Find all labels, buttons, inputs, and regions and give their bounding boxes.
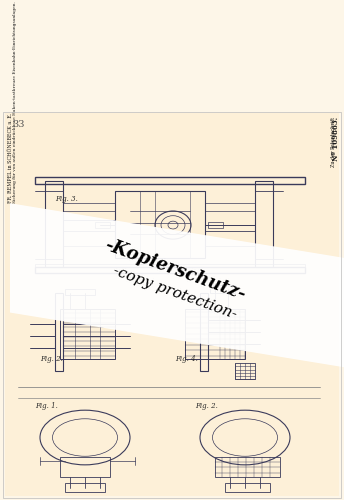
Text: Zu der Patentschrift: Zu der Patentschrift [331, 118, 336, 168]
Text: -copy protection-: -copy protection- [111, 264, 239, 322]
Bar [225, 483, 270, 492]
Bar [200, 293, 208, 371]
Bar [35, 178, 305, 184]
Bar [185, 308, 245, 360]
Bar [115, 192, 205, 258]
Text: 33: 33 [12, 120, 24, 130]
Text: Fig. 3.: Fig. 3. [55, 195, 78, 203]
Text: FR. REMPEL in SCHÖNEBECK a. E.: FR. REMPEL in SCHÖNEBECK a. E. [8, 113, 13, 203]
Bar [255, 182, 273, 267]
Bar [235, 364, 255, 379]
Bar [210, 285, 235, 293]
Bar [60, 457, 110, 476]
Bar [65, 483, 105, 492]
Bar [35, 264, 305, 267]
Text: -Kopierschutz-: -Kopierschutz- [102, 236, 248, 304]
Bar [45, 182, 63, 267]
Bar [65, 289, 95, 296]
Bar [208, 222, 223, 228]
Bar [35, 267, 305, 274]
Text: Fig. 2.: Fig. 2. [40, 356, 63, 364]
Bar [55, 293, 63, 371]
Bar [215, 457, 280, 476]
Text: Fig. 1.: Fig. 1. [35, 402, 58, 410]
Text: Fig. 2.: Fig. 2. [195, 402, 218, 410]
Text: Fig. 4.: Fig. 4. [175, 356, 198, 364]
Text: Nº 109863.: Nº 109863. [332, 118, 340, 162]
Bar [95, 222, 110, 228]
Polygon shape [10, 203, 344, 367]
Bar [60, 308, 115, 360]
Text: Sicherung für von außen eindrückbare Haken-tastkreuze Eisenbahn-Einrichtungsanla: Sicherung für von außen eindrückbare Hak… [13, 2, 17, 203]
